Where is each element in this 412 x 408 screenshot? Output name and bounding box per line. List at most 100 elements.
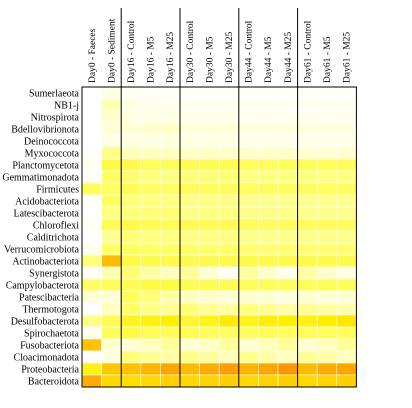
heatmap-cell: [277, 206, 298, 220]
heatmap-cell: [238, 254, 259, 268]
heatmap-cell: [140, 158, 161, 172]
heatmap-cell: [277, 314, 298, 328]
heatmap-cell: [258, 374, 279, 388]
heatmap-cell: [297, 86, 318, 100]
heatmap-cell: [179, 158, 200, 172]
heatmap-cell: [277, 278, 298, 292]
heatmap-cell: [179, 242, 200, 256]
heatmap-cell: [258, 206, 279, 220]
row-label: Desulfobacterota: [11, 316, 80, 327]
heatmap-cell: [140, 278, 161, 292]
heatmap-cell: [140, 86, 161, 100]
heatmap-cell: [160, 314, 181, 328]
heatmap-cell: [140, 134, 161, 148]
heatmap-cell: [238, 194, 259, 208]
heatmap-cell: [160, 206, 181, 220]
heatmap-cell: [160, 350, 181, 364]
heatmap-cell: [160, 326, 181, 340]
heatmap-cell: [238, 110, 259, 124]
heatmap-cell: [238, 266, 259, 280]
heatmap-cell: [140, 254, 161, 268]
heatmap-cell: [81, 110, 102, 124]
heatmap-cell: [297, 206, 318, 220]
heatmap-cell: [258, 182, 279, 196]
row-label: Nitrospirota: [31, 112, 80, 123]
heatmap-cell: [179, 86, 200, 100]
heatmap-cell: [199, 374, 220, 388]
heatmap-cell: [277, 302, 298, 316]
heatmap-cell: [238, 326, 259, 340]
heatmap-cell: [277, 266, 298, 280]
heatmap-cell: [258, 290, 279, 304]
heatmap-cell: [336, 266, 357, 280]
heatmap-cell: [316, 146, 338, 160]
heatmap-cell: [101, 230, 122, 244]
heatmap-cells: [81, 86, 357, 388]
heatmap-cell: [199, 242, 220, 256]
heatmap-cell: [101, 206, 122, 220]
heatmap-cell: [120, 134, 142, 148]
heatmap-cell: [120, 254, 142, 268]
heatmap-cell: [258, 146, 279, 160]
heatmap-cell: [297, 278, 318, 292]
heatmap-cell: [160, 242, 181, 256]
heatmap-cell: [179, 170, 200, 184]
heatmap-cell: [336, 86, 357, 100]
heatmap-cell: [297, 134, 318, 148]
heatmap-cell: [218, 278, 240, 292]
heatmap-cell: [199, 98, 220, 112]
row-label: Gemmatimonadota: [2, 172, 79, 183]
heatmap-cell: [316, 338, 338, 352]
row-label: Calditrichota: [27, 232, 80, 243]
heatmap-cell: [258, 314, 279, 328]
heatmap-cell: [336, 98, 357, 112]
heatmap-cell: [218, 110, 240, 124]
heatmap-cell: [238, 98, 259, 112]
heatmap-cell: [160, 362, 181, 376]
column-label: Day16 - M5: [147, 36, 157, 83]
heatmap-cell: [160, 158, 181, 172]
heatmap-cell: [140, 110, 161, 124]
column-labels: Day0 - Faeces Day0 - Sediment Day16 - Cont…: [88, 18, 353, 83]
heatmap-cell: [120, 350, 142, 364]
heatmap-cell: [316, 374, 338, 388]
row-label: Patescibacteria: [19, 292, 80, 303]
column-label: Day0 - Faeces: [88, 28, 98, 83]
heatmap-cell: [160, 146, 181, 160]
heatmap-cell: [120, 86, 142, 100]
heatmap-cell: [258, 326, 279, 340]
heatmap-cell: [297, 98, 318, 112]
heatmap-cell: [120, 266, 142, 280]
heatmap-cell: [179, 326, 200, 340]
heatmap-cell: [179, 362, 200, 376]
row-label: Latescibacterota: [13, 208, 79, 219]
heatmap-cell: [297, 374, 318, 388]
heatmap-cell: [81, 254, 102, 268]
row-label: Synergistota: [29, 268, 79, 279]
heatmap-cell: [258, 242, 279, 256]
heatmap-cell: [120, 194, 142, 208]
heatmap-cell: [238, 242, 259, 256]
heatmap-cell: [238, 122, 259, 136]
heatmap-cell: [238, 338, 259, 352]
heatmap-cell: [277, 290, 298, 304]
heatmap-cell: [316, 122, 338, 136]
heatmap-cell: [336, 134, 357, 148]
heatmap-cell: [120, 362, 142, 376]
heatmap-cell: [81, 338, 102, 352]
heatmap-cell: [336, 218, 357, 232]
column-label: Day61 - M5: [323, 36, 333, 83]
heatmap-cell: [218, 170, 240, 184]
heatmap-cell: [199, 170, 220, 184]
heatmap-cell: [199, 158, 220, 172]
heatmap-cell: [277, 182, 298, 196]
heatmap-cell: [101, 290, 122, 304]
heatmap-cell: [160, 302, 181, 316]
heatmap-cell: [199, 230, 220, 244]
row-label: Fusobacteriota: [20, 340, 79, 351]
heatmap-cell: [101, 146, 122, 160]
heatmap-cell: [316, 134, 338, 148]
heatmap-cell: [277, 122, 298, 136]
row-label: Bdellovibrionota: [11, 124, 79, 135]
row-label: Deinococcota: [24, 136, 80, 147]
